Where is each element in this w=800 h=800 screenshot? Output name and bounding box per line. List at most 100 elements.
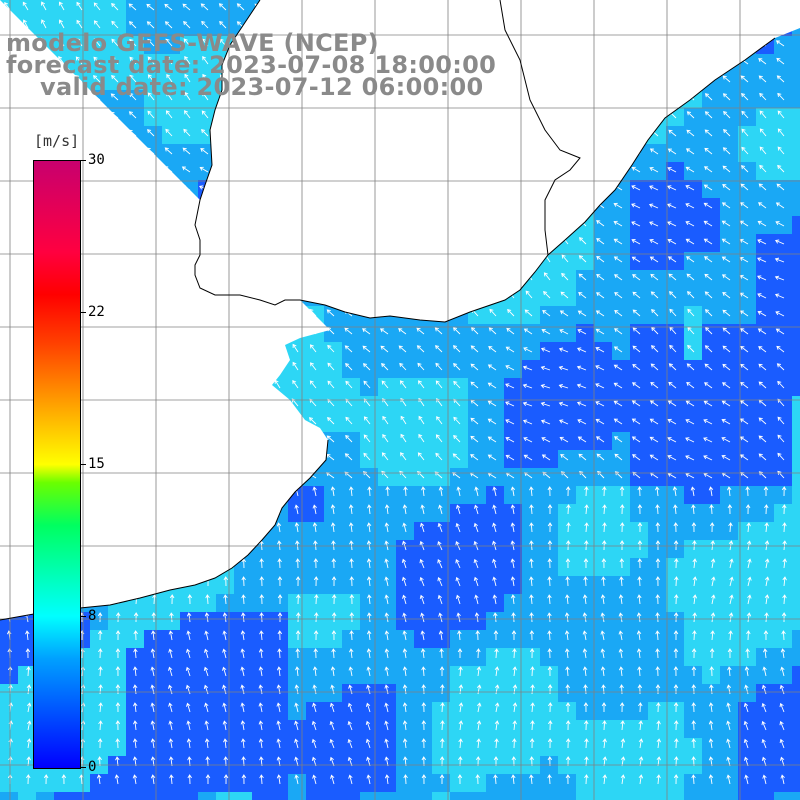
wind-arrow: [366, 666, 371, 677]
ocean-cell: [522, 792, 541, 800]
ocean-cell: [450, 666, 469, 685]
ocean-cell: [126, 774, 145, 793]
ocean-cell: [234, 702, 253, 721]
wind-arrow: [439, 756, 445, 767]
wind-arrow: [637, 576, 642, 587]
ocean-cell: [144, 774, 163, 793]
wind-arrow: [578, 237, 587, 245]
wind-arrow: [418, 380, 425, 389]
wind-arrow: [758, 381, 767, 389]
ocean-cell: [792, 666, 800, 685]
ocean-cell: [18, 738, 37, 757]
wind-arrow: [614, 310, 623, 317]
wind-arrow: [746, 522, 751, 533]
wind-arrow: [583, 684, 588, 695]
wind-arrow: [294, 684, 300, 695]
wind-arrow: [401, 558, 407, 569]
wind-arrow: [703, 472, 713, 479]
wind-arrow: [613, 382, 623, 389]
wind-arrow: [402, 666, 408, 677]
ocean-cell: [342, 774, 361, 793]
ocean-cell: [162, 630, 181, 649]
wind-arrow: [330, 504, 336, 515]
wind-arrow: [727, 504, 733, 515]
wind-arrow: [547, 684, 553, 695]
wind-arrow: [743, 702, 749, 713]
wind-arrow: [241, 594, 246, 605]
wind-arrow: [330, 666, 336, 677]
wind-arrow: [487, 418, 497, 425]
wind-arrow: [685, 166, 695, 173]
ocean-cell: [522, 720, 541, 739]
wind-arrow: [115, 738, 120, 749]
ocean-cell: [0, 684, 19, 703]
ocean-cell: [270, 540, 289, 559]
wind-arrow: [115, 702, 121, 713]
ocean-cell: [594, 684, 613, 703]
ocean-cell: [702, 720, 721, 739]
ocean-cell: [216, 630, 235, 649]
wind-arrow: [649, 167, 659, 173]
ocean-cell: [648, 774, 667, 793]
ocean-cell: [468, 576, 487, 595]
ocean-cell: [252, 666, 271, 685]
ocean-cell: [738, 666, 757, 685]
ocean-cell: [90, 792, 109, 800]
ocean-cell: [486, 720, 505, 739]
wind-arrow: [740, 202, 749, 209]
wind-arrow: [150, 702, 155, 713]
ocean-cell: [432, 684, 451, 703]
wind-arrow: [439, 774, 445, 785]
wind-arrow: [476, 720, 482, 731]
ocean-cell: [630, 504, 649, 523]
wind-arrow: [93, 2, 101, 11]
ocean-cell: [612, 720, 631, 739]
wind-arrow: [637, 558, 643, 569]
ocean-cell: [630, 702, 649, 721]
wind-arrow: [758, 453, 767, 461]
wind-arrow: [655, 666, 660, 677]
wind-arrow: [347, 738, 353, 749]
ocean-cell: [126, 630, 145, 649]
ocean-cell: [630, 576, 649, 595]
wind-arrow: [757, 239, 767, 245]
wind-arrow: [457, 648, 463, 659]
wind-arrow: [437, 576, 443, 587]
wind-arrow: [709, 684, 714, 695]
wind-arrow: [743, 720, 749, 731]
ocean-cell: [324, 522, 343, 541]
wind-arrow: [487, 454, 497, 461]
wind-arrow: [600, 612, 605, 623]
ocean-cell: [360, 684, 379, 703]
wind-arrow: [530, 684, 535, 695]
wind-arrow: [704, 345, 713, 353]
wind-arrow: [547, 630, 552, 641]
ocean-cell: [720, 540, 739, 559]
wind-arrow: [418, 415, 425, 425]
wind-arrow: [781, 612, 787, 623]
ocean-cell: [648, 648, 667, 667]
ocean-cell: [702, 540, 721, 559]
wind-arrow: [365, 720, 371, 731]
wind-arrow: [739, 220, 749, 227]
wind-arrow: [362, 345, 371, 353]
ocean-cell: [702, 702, 721, 721]
wind-arrow: [595, 328, 605, 335]
wind-arrow: [686, 111, 695, 119]
ocean-cell: [342, 540, 361, 559]
wind-arrow: [583, 558, 589, 569]
ocean-cell: [432, 702, 451, 721]
ocean-cell: [684, 594, 703, 613]
wind-arrow: [746, 612, 752, 623]
ocean-cell: [486, 630, 505, 649]
ocean-cell: [792, 558, 800, 577]
wind-arrow: [529, 612, 534, 623]
ocean-cell: [792, 396, 800, 415]
ocean-cell: [0, 738, 19, 757]
wind-arrow: [344, 453, 353, 461]
wind-arrow: [183, 38, 191, 47]
wind-arrow: [632, 363, 641, 371]
wind-arrow: [276, 720, 281, 731]
ocean-cell: [162, 684, 181, 703]
wind-arrow: [529, 486, 534, 497]
